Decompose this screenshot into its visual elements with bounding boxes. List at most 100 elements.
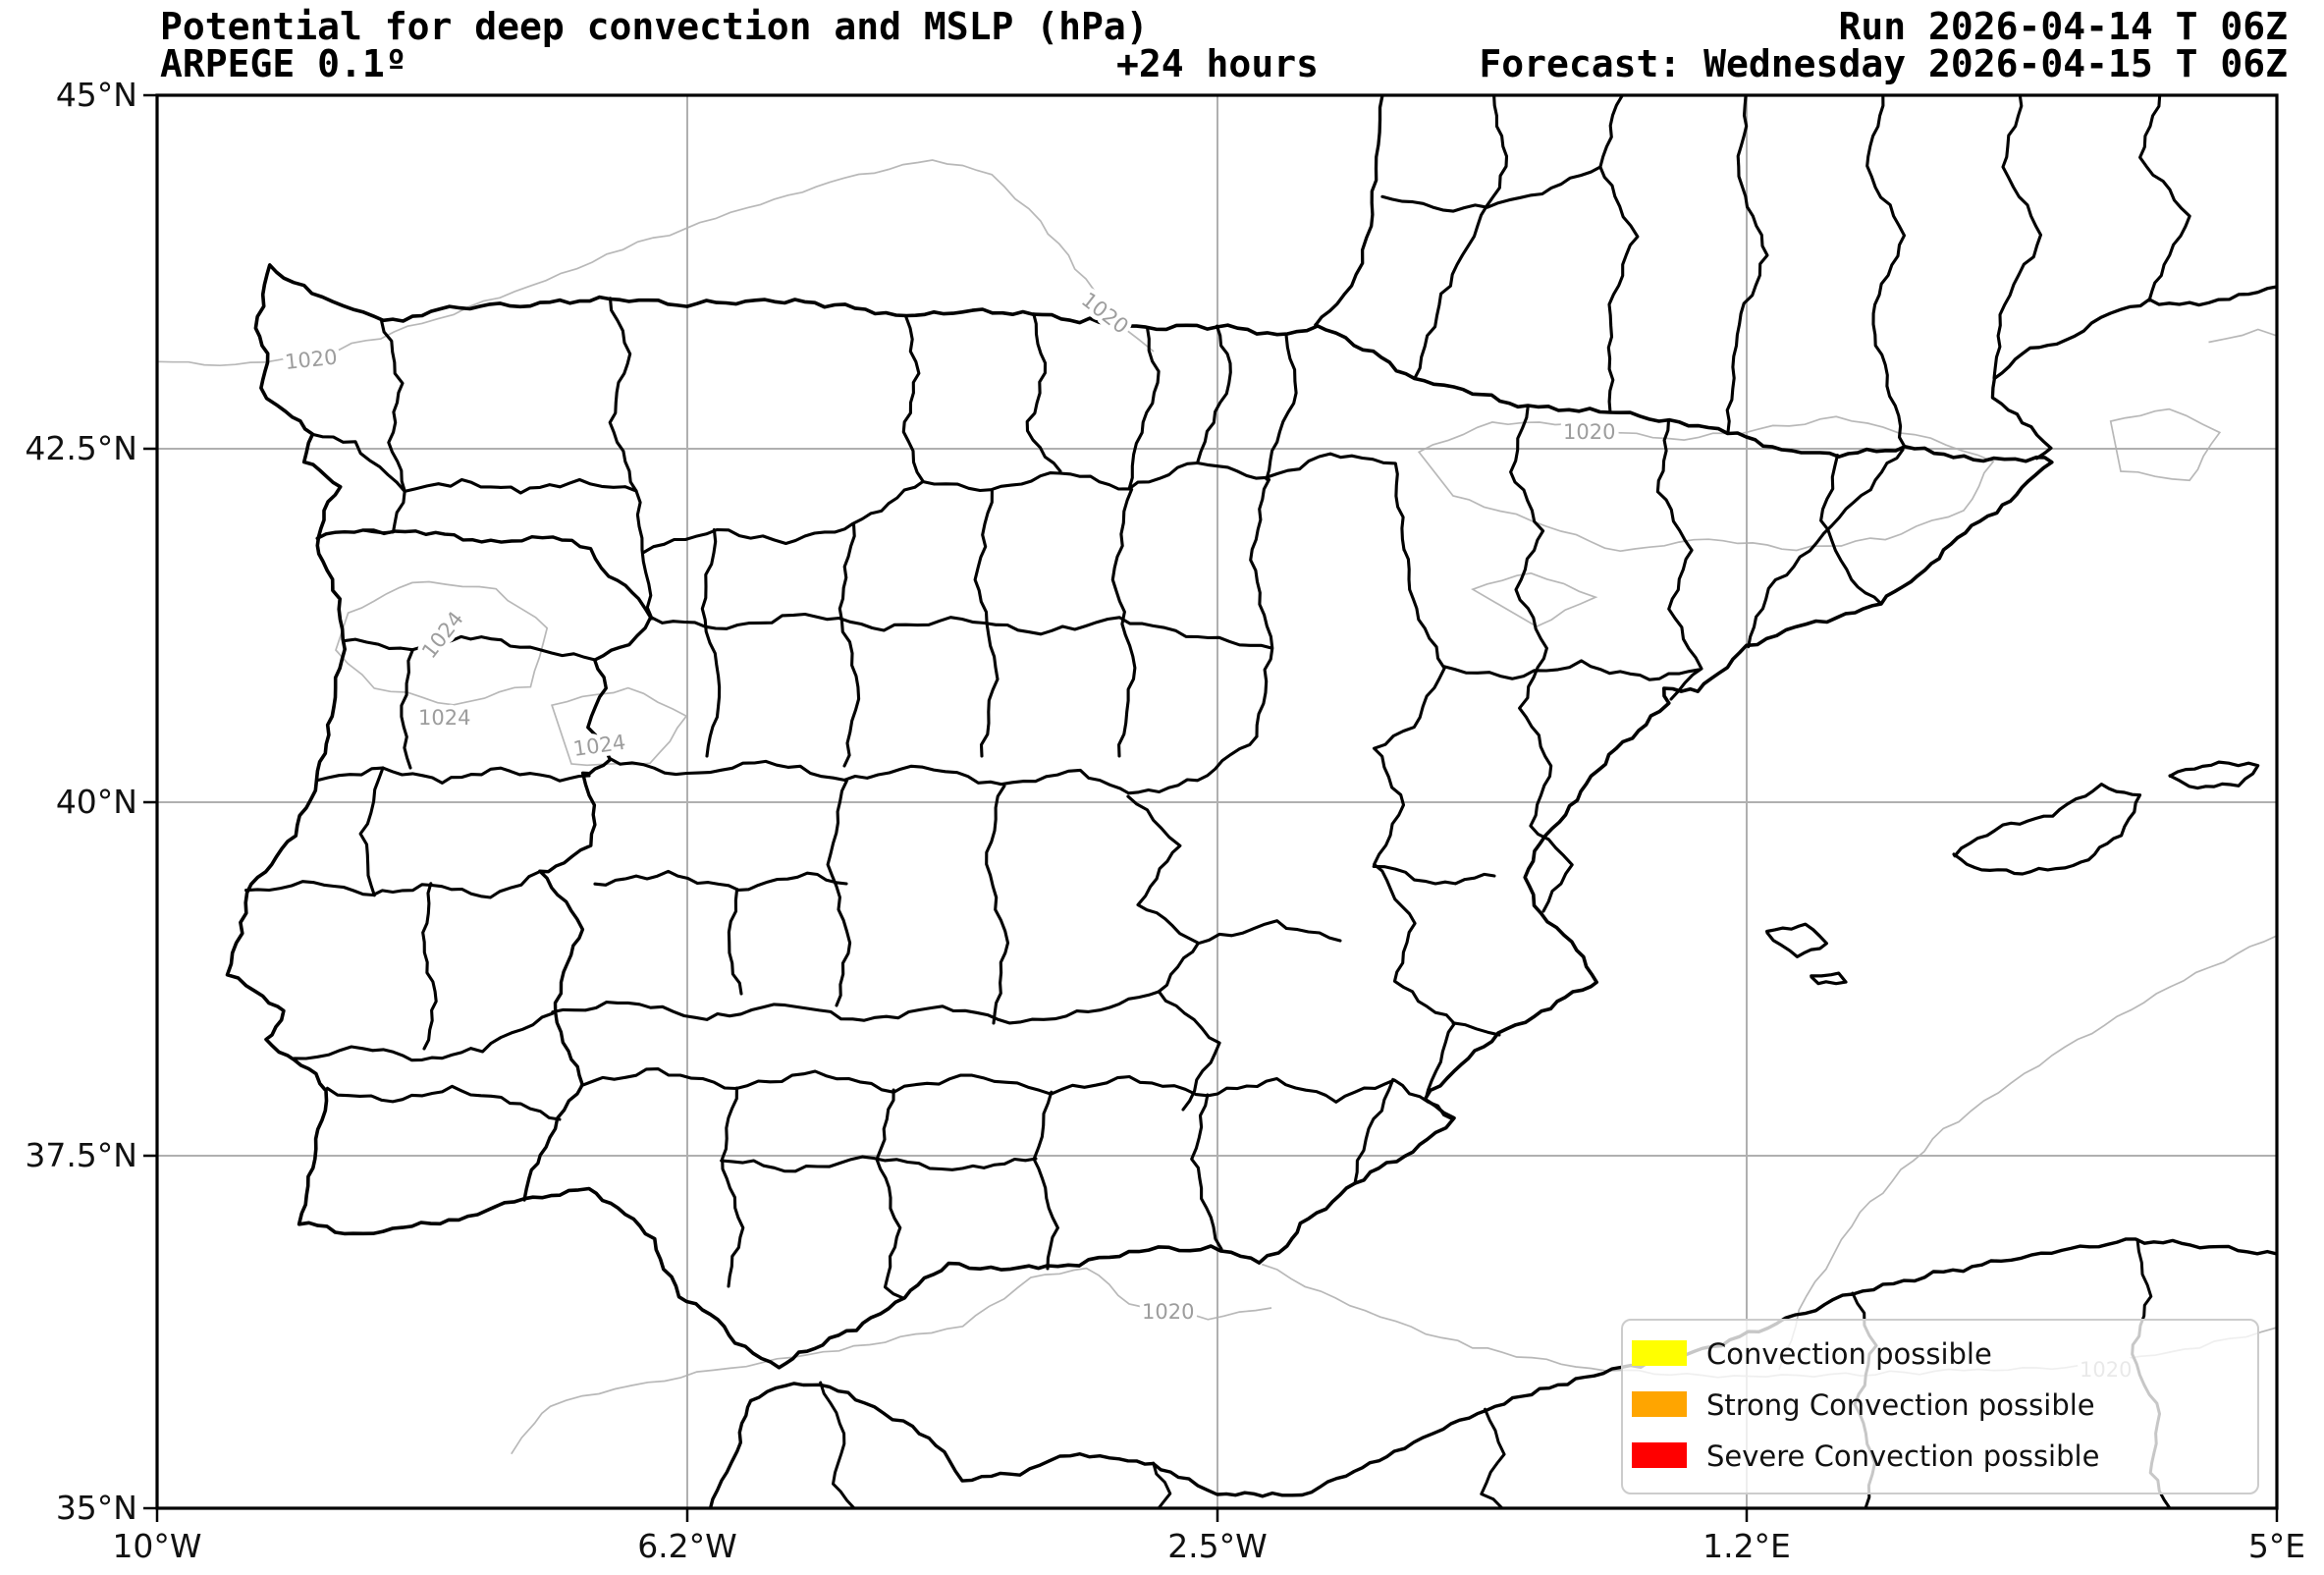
france-admin-boundary: [1380, 165, 1602, 213]
province-boundary: [1747, 448, 1905, 649]
isobar-contour: [511, 1267, 1272, 1455]
legend-label-convection: Convection possible: [1706, 1337, 1992, 1371]
province-boundary: [315, 766, 591, 785]
france-admin-boundary: [1865, 95, 1907, 449]
model-label: ARPEGE 0.1º: [160, 42, 407, 85]
isobar-contour: [2109, 407, 2222, 482]
africa-coastline: [708, 1237, 2277, 1508]
province-boundary: [358, 766, 385, 897]
isobar-contour: [335, 580, 549, 706]
isobar-label: 1020: [1077, 288, 1133, 339]
isobar-label: 1024: [418, 706, 470, 730]
map-title: Potential for deep convection and MSLP (…: [160, 5, 1149, 48]
province-boundary: [1127, 326, 1161, 491]
province-boundary: [1126, 794, 1201, 994]
portugal-spain-border: [315, 528, 653, 1202]
province-boundary: [1196, 919, 1342, 946]
africa-admin-boundary: [1152, 1461, 1172, 1508]
province-boundary: [1196, 324, 1232, 463]
legend-swatch-severe-convection: [1632, 1442, 1687, 1468]
lat-tick-label: 42.5°N: [25, 429, 137, 467]
province-boundary: [1110, 487, 1137, 758]
province-boundary: [400, 648, 414, 770]
province-boundary: [579, 1067, 1455, 1121]
axis-ticks: [143, 93, 2279, 1522]
province-boundary: [310, 432, 638, 495]
africa-admin-boundary: [819, 1381, 856, 1508]
france-admin-boundary: [1598, 95, 1640, 414]
run-label: Run 2026-04-14 T 06Z: [1838, 5, 2288, 48]
isobar-label: 1020: [1142, 1300, 1194, 1324]
lat-tick-label: 40°N: [56, 783, 137, 821]
island-coastline: [1765, 922, 1828, 958]
province-boundary: [1157, 990, 1221, 1112]
province-boundary: [985, 784, 1010, 1025]
province-boundary: [1190, 1093, 1223, 1251]
province-boundary: [838, 523, 861, 768]
province-boundary: [1441, 659, 1701, 681]
province-boundary: [325, 1084, 562, 1121]
province-boundary: [1265, 334, 1298, 481]
legend-label-strong-convection: Strong Convection possible: [1706, 1388, 2095, 1422]
province-boundary: [875, 1088, 905, 1300]
lat-tick-label: 45°N: [56, 76, 137, 114]
province-boundary: [608, 297, 654, 621]
province-boundary: [727, 888, 743, 996]
france-admin-boundary: [2138, 95, 2191, 302]
isobar-label: 1020: [284, 346, 339, 374]
isobar-contour: [1778, 935, 2277, 1371]
province-boundary: [361, 319, 406, 535]
france-admin-boundary: [1413, 95, 1509, 380]
legend-box: [1621, 1319, 2259, 1494]
province-boundary: [244, 870, 541, 899]
province-boundary: [608, 734, 1259, 795]
province-boundary: [1372, 548, 1456, 1102]
legend-swatch-strong-convection: [1632, 1391, 1687, 1417]
isobar-contour: [157, 159, 1155, 367]
lead-time-label: +24 hours: [1116, 42, 1319, 85]
province-boundary: [1655, 418, 1703, 701]
lon-tick-label: 5°E: [2248, 1527, 2305, 1565]
isobar-label: 1024: [417, 607, 468, 663]
province-boundary: [721, 1086, 745, 1288]
province-boundary: [551, 990, 1161, 1025]
province-boundary: [700, 527, 722, 758]
province-boundary: [1372, 864, 1496, 886]
africa-admin-boundary: [1480, 1407, 1506, 1508]
iberia-coastline: [225, 263, 2054, 1370]
legend-swatch-convection: [1632, 1340, 1687, 1366]
legend-label-severe-convection: Severe Convection possible: [1706, 1439, 2099, 1473]
y-axis-labels: 45°N 42.5°N 40°N 37.5°N 35°N: [25, 76, 137, 1527]
province-boundary: [421, 882, 438, 1051]
isobar-contour: [1417, 415, 1995, 553]
island-coastline: [1810, 971, 1848, 986]
province-boundary: [342, 634, 597, 662]
island-coastline: [2168, 760, 2260, 790]
legend: Convection possible Strong Convection po…: [1621, 1319, 2259, 1494]
province-boundary: [1249, 477, 1274, 738]
france-atlantic-coast: [1314, 95, 1384, 327]
island-coastline: [1952, 783, 2142, 876]
province-boundary: [1451, 1021, 1501, 1037]
isobar-label: 1024: [571, 731, 626, 761]
isobar-contour: [1471, 571, 1598, 627]
x-axis-labels: 10°W 6.2°W 2.5°W 1.2°E 5°E: [112, 1527, 2305, 1565]
lon-tick-label: 6.2°W: [637, 1527, 737, 1565]
lat-tick-label: 37.5°N: [25, 1136, 137, 1174]
province-boundary: [1353, 1077, 1395, 1185]
isobar-label: 1020: [1563, 420, 1615, 444]
isobar-contour: [2208, 328, 2277, 344]
france-admin-boundary: [1992, 95, 2043, 380]
province-boundary: [642, 452, 1406, 555]
province-boundary: [720, 1155, 1038, 1173]
lon-tick-label: 10°W: [112, 1527, 201, 1565]
province-boundary: [650, 612, 1273, 650]
province-boundary: [1819, 454, 1883, 606]
graticule-layer: [157, 95, 2277, 1508]
province-boundary: [1509, 405, 1574, 913]
province-boundary: [1025, 312, 1062, 473]
province-boundary: [901, 315, 925, 483]
province-boundary: [593, 869, 848, 892]
